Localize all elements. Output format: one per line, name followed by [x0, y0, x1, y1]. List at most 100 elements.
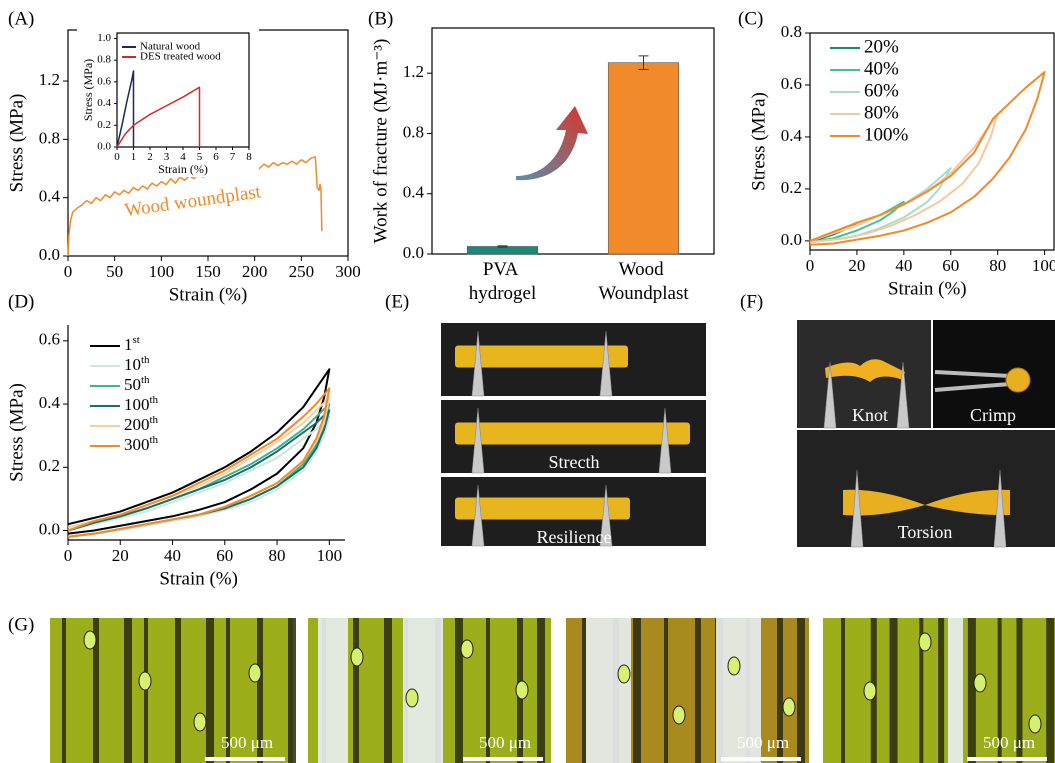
photo-caption: Knot [852, 405, 888, 425]
y-tick-label: 0.4 [39, 187, 61, 206]
photo-caption: Strecth [549, 452, 600, 472]
panel-label: (C) [738, 8, 763, 29]
arrow [516, 106, 588, 181]
pit [1028, 714, 1042, 734]
cell-wall [455, 618, 463, 763]
y-tick-label: 0.4 [39, 393, 61, 412]
cell-wall [777, 618, 783, 763]
twisted-strip [843, 489, 1010, 516]
cell-wall [486, 618, 490, 763]
needle [471, 330, 485, 397]
y-tick-label: 0.4 [97, 97, 111, 109]
y-tick-label: 0.8 [403, 122, 424, 141]
needle [993, 469, 1007, 548]
x-tick-label: 0 [114, 151, 120, 163]
cell-wall [582, 618, 586, 763]
cell-wall [1046, 618, 1055, 763]
y-tick-label: 1.2 [39, 70, 60, 89]
wood-strip [455, 345, 628, 368]
data-line [809, 70, 1046, 246]
pit [672, 705, 686, 725]
y-axis-label: Work of fracture (MJ·m⁻³) [370, 39, 391, 244]
legend-label: Natural wood [140, 41, 201, 53]
cell-wall [384, 618, 392, 763]
legend-label: 100% [864, 124, 909, 145]
cell-wall [841, 618, 845, 763]
cell-wall [93, 618, 99, 763]
cell-wall [889, 618, 898, 763]
x-tick-label: 60 [216, 546, 233, 565]
x-tick-label: 40 [164, 546, 181, 565]
cell-wall [997, 618, 1002, 763]
x-tick-label: PVA hydrogel [469, 259, 537, 304]
x-tick-label: 80 [269, 546, 286, 565]
x-tick-label: 100 [1032, 256, 1055, 275]
y-tick-label: 0.8 [781, 22, 802, 41]
y-tick-label: 0.6 [39, 330, 60, 349]
y-tick-label: 0.2 [97, 119, 111, 131]
pit [350, 647, 364, 667]
pit [405, 688, 419, 708]
x-tick-label: 3 [164, 151, 170, 163]
pit [863, 681, 877, 701]
vessel [318, 618, 348, 763]
x-tick-label: 250 [289, 262, 315, 281]
legend-label: 80% [864, 102, 899, 123]
legend-label: DES treated wood [140, 51, 221, 63]
panel-label: (D) [8, 291, 34, 312]
pit [782, 697, 796, 717]
pit [515, 680, 529, 700]
x-tick-label: 80 [989, 256, 1006, 275]
cell-wall [537, 618, 545, 763]
cell-wall [938, 618, 945, 763]
cell-wall [633, 618, 641, 763]
needle [599, 484, 613, 547]
needle [823, 361, 837, 429]
needle [896, 361, 910, 429]
cell-wall [257, 618, 263, 763]
photo-caption: Crimp [970, 405, 1016, 425]
crimp [1005, 367, 1031, 393]
cell-wall [206, 618, 214, 763]
y-axis-label: Stress (MPa) [81, 59, 95, 121]
cell-wall [664, 618, 668, 763]
needle [658, 407, 672, 474]
legend-label: 50th [124, 374, 150, 394]
vessel [716, 618, 761, 763]
pit [138, 671, 152, 691]
legend-label: 60% [864, 80, 899, 101]
scale-bar-label: 500 μm [221, 733, 273, 752]
pit [973, 673, 987, 693]
pit [918, 632, 932, 652]
x-tick-label: 150 [195, 262, 221, 281]
cell-wall [226, 618, 230, 763]
x-tick-label: Wood Woundplast [598, 259, 689, 304]
data-line [116, 70, 135, 148]
y-tick-label: 1.0 [97, 32, 111, 44]
data-line [67, 368, 331, 535]
x-tick-label: 0 [64, 262, 73, 281]
photo-caption: Resilience [537, 527, 612, 547]
pit [193, 712, 207, 732]
cell-wall [62, 618, 66, 763]
knot [825, 359, 905, 382]
x-tick-label: 5 [197, 151, 203, 163]
panel-label: (B) [368, 8, 393, 29]
x-axis-label: Strain (%) [888, 278, 967, 299]
x-tick-label: 7 [230, 151, 236, 163]
y-tick-label: 0.2 [39, 456, 60, 475]
tweezer [934, 370, 1011, 378]
legend-label: 10th [124, 354, 150, 374]
legend-label: 20% [864, 36, 899, 57]
x-tick-label: 2 [147, 151, 153, 163]
cell-wall [967, 618, 976, 763]
cell-wall [175, 618, 181, 763]
y-tick-label: 0.4 [403, 183, 425, 202]
bar [607, 62, 680, 255]
bar [466, 246, 539, 255]
legend-label: 200th [124, 414, 159, 434]
x-tick-label: 100 [317, 546, 343, 565]
cell-wall [288, 618, 296, 763]
y-tick-label: 0.6 [97, 75, 111, 87]
